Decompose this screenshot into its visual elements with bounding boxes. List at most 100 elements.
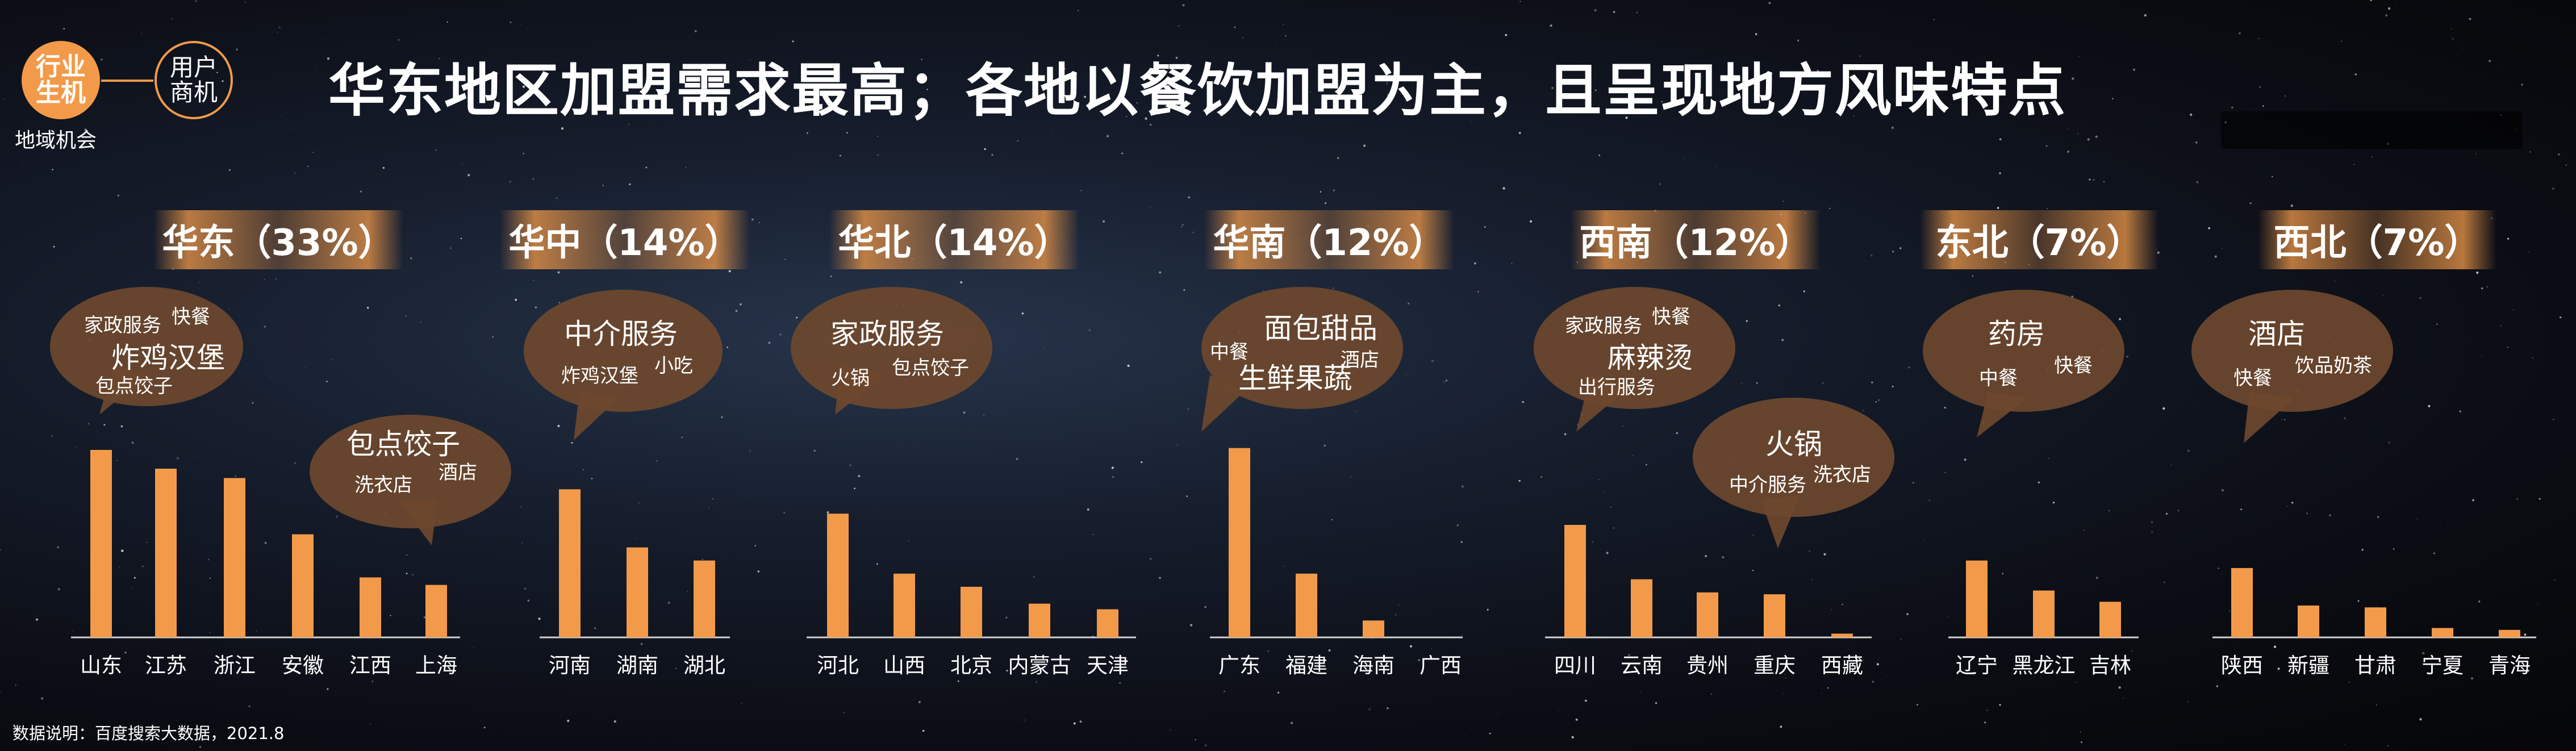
star <box>1125 116 1128 118</box>
star <box>1267 650 1270 652</box>
bubble-huadong-1-text: 家政服务 <box>84 314 161 337</box>
star <box>2426 672 2429 674</box>
star <box>492 336 494 338</box>
star <box>1900 638 1902 640</box>
star <box>1913 482 1914 483</box>
badge-connector <box>101 80 153 82</box>
star <box>1150 558 1152 560</box>
star <box>2214 255 2217 258</box>
star <box>2109 510 2110 512</box>
star <box>2516 498 2519 500</box>
star <box>544 717 545 719</box>
star <box>2524 633 2527 636</box>
bar-山西 <box>894 573 915 637</box>
star <box>1029 571 1030 572</box>
star <box>557 424 560 427</box>
star <box>1111 466 1114 469</box>
star <box>2 98 5 100</box>
star <box>1917 703 1918 706</box>
star <box>1550 24 1552 27</box>
star <box>1891 126 1894 129</box>
star <box>2083 529 2085 531</box>
star <box>510 22 512 23</box>
bar-江苏 <box>155 469 177 637</box>
star <box>1640 692 1641 693</box>
star <box>2240 508 2242 510</box>
x-tick-label: 新疆 <box>2287 653 2329 678</box>
star <box>41 697 44 700</box>
star <box>571 441 573 444</box>
star <box>1604 492 1605 493</box>
star <box>2344 417 2346 420</box>
bar-辽宁 <box>1966 560 1988 637</box>
bubble-huabei-text: 包点饺子 <box>892 357 969 379</box>
bubble-huanan-text: 面包甜品 <box>1264 312 1377 345</box>
star <box>12 724 15 727</box>
star <box>2489 60 2491 62</box>
bar-湖南 <box>627 547 648 637</box>
star <box>1511 262 1513 264</box>
star <box>2045 145 2048 147</box>
star <box>15 125 16 126</box>
star <box>1822 382 1824 384</box>
star <box>1192 231 1195 233</box>
star <box>2387 7 2391 10</box>
star <box>963 411 966 414</box>
star <box>918 701 921 703</box>
star <box>520 506 521 508</box>
star <box>645 166 648 169</box>
star <box>1811 579 1813 581</box>
star <box>1331 519 1333 520</box>
star <box>556 197 558 199</box>
star <box>1181 226 1183 227</box>
x-tick-label: 广西 <box>1419 653 1462 678</box>
star <box>2334 280 2336 282</box>
star <box>2371 156 2373 157</box>
star <box>2038 481 2040 483</box>
x-tick-label: 宁夏 <box>2421 653 2464 678</box>
region-label-huanan: 华南（12%） <box>1204 210 1454 269</box>
star <box>131 588 132 589</box>
star <box>1551 86 1554 89</box>
bubble-dongbei-text: 中餐 <box>1979 367 2018 390</box>
star <box>371 681 373 682</box>
star <box>807 132 808 134</box>
x-tick-label: 西藏 <box>1821 653 1863 678</box>
star <box>1957 420 1958 422</box>
star <box>420 322 421 323</box>
star <box>1195 739 1196 741</box>
star <box>2529 151 2531 153</box>
star <box>1178 24 1180 27</box>
star <box>1150 124 1152 126</box>
star <box>1659 183 1661 185</box>
star <box>327 688 329 690</box>
star <box>515 298 517 301</box>
star <box>75 447 77 449</box>
star <box>1328 649 1331 652</box>
star <box>1934 95 1936 97</box>
star <box>1558 710 1559 711</box>
star <box>1859 56 1861 57</box>
star <box>594 627 596 629</box>
star <box>2553 579 2556 581</box>
x-tick-label: 河北 <box>817 653 859 678</box>
star <box>2291 502 2294 504</box>
star <box>2221 489 2224 492</box>
star <box>1934 19 1935 20</box>
star <box>1310 91 1311 93</box>
star <box>1112 476 1114 478</box>
star <box>1320 191 1322 193</box>
star <box>2046 207 2048 210</box>
bubble-huazhong-text: 中介服务 <box>564 318 678 351</box>
star <box>741 703 742 704</box>
star <box>435 149 437 151</box>
star <box>1505 34 1508 36</box>
star <box>146 541 148 543</box>
star <box>1477 291 1479 293</box>
star <box>1606 552 1609 554</box>
star <box>1136 102 1138 104</box>
star <box>390 615 391 616</box>
star <box>1722 556 1725 558</box>
star <box>783 511 786 514</box>
